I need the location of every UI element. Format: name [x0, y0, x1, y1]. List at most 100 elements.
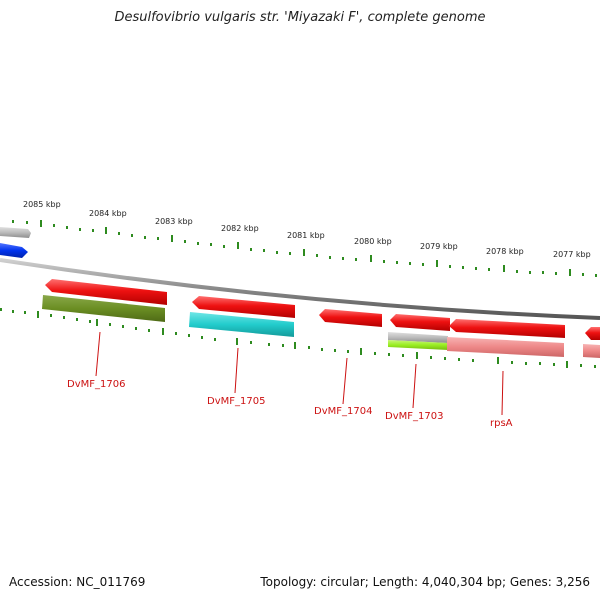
minor-tick	[409, 262, 411, 265]
tick-label-2078: 2078 kbp	[486, 247, 524, 256]
major-tick	[370, 255, 372, 262]
leader-line-dvmf1703	[412, 363, 417, 409]
minor-tick	[396, 261, 398, 264]
tick-label-2079: 2079 kbp	[420, 242, 458, 251]
gene-label-rpsa[interactable]: rpsA	[490, 418, 513, 429]
gene-dvmf1704-cds-arrow[interactable]	[319, 309, 382, 327]
minor-tick	[223, 245, 225, 248]
minor-tick	[289, 252, 291, 255]
leader-line-rpsa	[501, 370, 504, 416]
minor-tick	[475, 267, 477, 270]
gene-dvmf1703-rna-bar-lime[interactable]	[388, 340, 448, 350]
minor-tick	[157, 237, 159, 240]
tick-label-2082: 2082 kbp	[221, 224, 259, 233]
major-tick	[360, 348, 362, 355]
minor-tick	[53, 224, 55, 227]
gene-dvmf1705-rna-bar[interactable]	[189, 312, 294, 337]
minor-tick	[276, 251, 278, 254]
minor-tick	[197, 242, 199, 245]
minor-tick	[334, 349, 336, 352]
gene-dvmf1703-rna-bar-gray[interactable]	[388, 332, 448, 343]
gene-arrow-gray[interactable]	[0, 227, 31, 238]
upper-scale	[12, 220, 597, 277]
minor-tick	[355, 258, 357, 261]
gene-labels: DvMF_1706 DvMF_1705 DvMF_1704 DvMF_1703 …	[67, 379, 513, 429]
minor-tick	[444, 357, 446, 360]
gene-dvmf1703-cds-arrow[interactable]	[390, 314, 450, 331]
gene-dvmf1706-rna-bar[interactable]	[42, 295, 165, 322]
major-tick	[294, 342, 296, 349]
minor-tick	[24, 311, 26, 314]
tick-label-2083: 2083 kbp	[155, 217, 193, 226]
gene-offscreen-rna-bar[interactable]	[583, 344, 600, 358]
minor-tick	[511, 361, 513, 364]
minor-tick	[26, 221, 28, 224]
minor-tick	[374, 352, 376, 355]
gene-offscreen-cds-arrow[interactable]	[585, 327, 600, 340]
minor-tick	[516, 270, 518, 273]
leader-line-dvmf1705	[234, 347, 239, 394]
minor-tick	[529, 271, 531, 274]
genome-title: Desulfovibrio vulgaris str. 'Miyazaki F'…	[114, 10, 486, 25]
major-tick	[237, 242, 239, 249]
major-tick	[416, 352, 418, 359]
forward-features	[0, 227, 31, 258]
tick-label-2085: 2085 kbp	[23, 200, 61, 209]
minor-tick	[342, 257, 344, 260]
minor-tick	[594, 365, 596, 368]
minor-tick	[184, 240, 186, 243]
major-tick	[96, 319, 98, 326]
minor-tick	[201, 336, 203, 339]
gene-label-dvmf1703[interactable]: DvMF_1703	[385, 411, 443, 422]
label-leaders	[95, 331, 504, 416]
minor-tick	[539, 362, 541, 365]
minor-tick	[0, 308, 2, 311]
minor-tick	[595, 274, 597, 277]
gene-dvmf1705-cds-arrow[interactable]	[192, 296, 295, 318]
gene-arrow-blue[interactable]	[0, 243, 28, 258]
minor-tick	[458, 358, 460, 361]
major-tick	[497, 357, 499, 364]
gene-label-dvmf1704[interactable]: DvMF_1704	[314, 406, 372, 417]
minor-tick	[402, 354, 404, 357]
minor-tick	[308, 346, 310, 349]
minor-tick	[430, 356, 432, 359]
major-tick	[162, 328, 164, 335]
lower-scale	[0, 308, 596, 368]
gene-dvmf1706-cds-arrow[interactable]	[45, 279, 167, 305]
minor-tick	[50, 314, 52, 317]
scale-labels: 2085 kbp 2084 kbp 2083 kbp 2082 kbp 2081…	[23, 200, 591, 259]
minor-tick	[263, 249, 265, 252]
minor-tick	[347, 350, 349, 353]
minor-tick	[66, 226, 68, 229]
minor-tick	[282, 344, 284, 347]
major-tick	[171, 235, 173, 242]
minor-tick	[542, 271, 544, 274]
minor-tick	[63, 316, 65, 319]
gene-label-dvmf1705[interactable]: DvMF_1705	[207, 396, 265, 407]
minor-tick	[148, 329, 150, 332]
gene-rpsa-rna-bar[interactable]	[447, 337, 564, 357]
gene-rpsa-cds-arrow[interactable]	[449, 319, 565, 338]
minor-tick	[250, 248, 252, 251]
minor-tick	[422, 263, 424, 266]
tick-label-2081: 2081 kbp	[287, 231, 325, 240]
minor-tick	[462, 266, 464, 269]
minor-tick	[388, 353, 390, 356]
minor-tick	[109, 323, 111, 326]
minor-tick	[210, 243, 212, 246]
genome-backbone	[0, 258, 600, 320]
minor-tick	[488, 268, 490, 271]
minor-tick	[76, 318, 78, 321]
gene-label-dvmf1706[interactable]: DvMF_1706	[67, 379, 125, 390]
minor-tick	[472, 359, 474, 362]
minor-tick	[144, 236, 146, 239]
minor-tick	[555, 272, 557, 275]
minor-tick	[135, 327, 137, 330]
minor-tick	[188, 334, 190, 337]
minor-tick	[553, 363, 555, 366]
major-tick	[37, 311, 39, 318]
minor-tick	[449, 265, 451, 268]
minor-tick	[321, 348, 323, 351]
